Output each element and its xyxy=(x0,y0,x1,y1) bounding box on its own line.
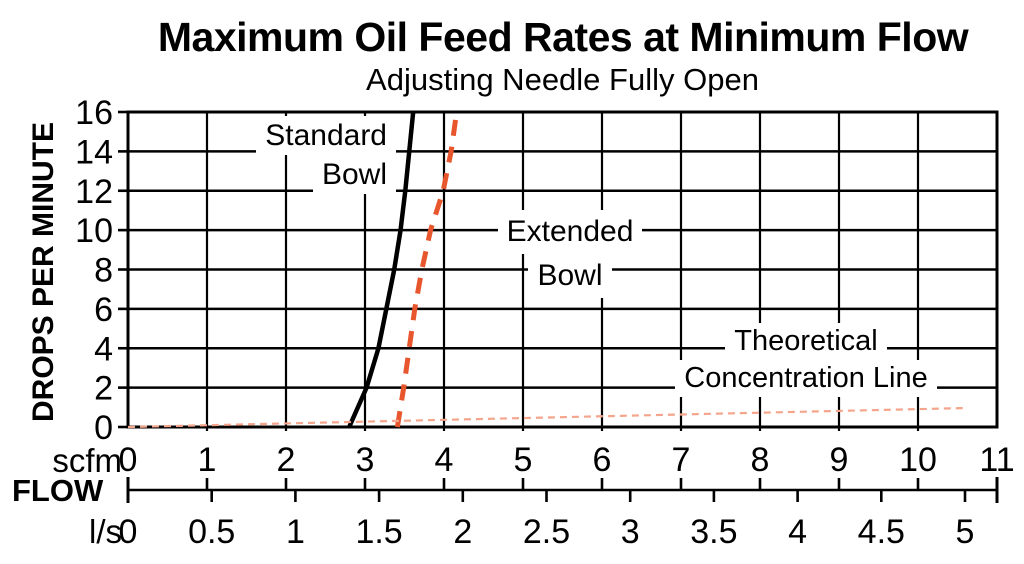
ls-tick-label: 5 xyxy=(956,513,975,551)
scfm-tick-label: 5 xyxy=(514,441,533,479)
y-axis-tick-label: 16 xyxy=(75,94,113,132)
ls-tick-label: 1 xyxy=(286,513,305,551)
ls-tick-label: 0 xyxy=(119,513,138,551)
scfm-tick-label: 3 xyxy=(356,441,375,479)
scfm-tick-label: 9 xyxy=(830,441,849,479)
scfm-tick-label: 8 xyxy=(751,441,770,479)
theoretical-concentration-label: Theoretical Concentration Line xyxy=(652,323,960,397)
y-axis-tick-label: 2 xyxy=(94,370,113,408)
theoretical-concentration-line-line xyxy=(127,407,964,429)
standard-bowl-label-line2: Bowl xyxy=(312,155,396,194)
y-axis-tick-label: 12 xyxy=(75,173,113,211)
ls-tick-label: 2 xyxy=(453,513,472,551)
scfm-tick-label: 11 xyxy=(979,441,1014,479)
ls-tick-label: 2.5 xyxy=(523,513,570,551)
standard-bowl-label: Standard Bowl xyxy=(228,116,396,194)
ls-tick-label: 3.5 xyxy=(690,513,737,551)
ls-tick-label: 4 xyxy=(788,513,807,551)
y-axis-tick-label: 4 xyxy=(94,330,113,368)
scfm-unit-label: scfm xyxy=(52,442,122,479)
scfm-tick-label: 2 xyxy=(277,441,296,479)
chart-subtitle: Adjusting Needle Fully Open xyxy=(366,62,759,97)
extended-bowl-label: Extended Bowl xyxy=(438,210,702,298)
ls-unit-label: l/s xyxy=(89,513,122,550)
y-axis-tick-label: 10 xyxy=(75,212,113,250)
extended-bowl-label-line1: Extended xyxy=(497,210,643,254)
scfm-tick-label: 1 xyxy=(198,441,217,479)
ls-tick-label: 0.5 xyxy=(188,513,235,551)
theoretical-concentration-label-line1: Theoretical xyxy=(725,323,887,360)
scfm-tick-label: 4 xyxy=(435,441,454,479)
y-axis-tick-label: 14 xyxy=(75,133,113,171)
ls-tick-label: 4.5 xyxy=(858,513,905,551)
ls-tick-label: 1.5 xyxy=(355,513,402,551)
y-axis-tick-label: 0 xyxy=(94,409,113,447)
y-axis-tick-label: 6 xyxy=(94,291,113,329)
standard-bowl-line xyxy=(347,111,416,428)
y-axis-tick-label: 8 xyxy=(94,252,113,290)
scfm-tick-label: 10 xyxy=(899,441,937,479)
scfm-tick-label: 0 xyxy=(119,441,138,479)
chart-title: Maximum Oil Feed Rates at Minimum Flow xyxy=(157,14,969,60)
theoretical-concentration-label-line2: Concentration Line xyxy=(675,360,937,397)
flow-axis-label: FLOW xyxy=(12,473,104,508)
standard-bowl-label-line1: Standard xyxy=(256,116,396,155)
extended-bowl-label-line2: Bowl xyxy=(528,254,612,298)
scfm-tick-label: 7 xyxy=(672,441,691,479)
scfm-tick-label: 6 xyxy=(593,441,612,479)
ls-tick-label: 3 xyxy=(621,513,640,551)
